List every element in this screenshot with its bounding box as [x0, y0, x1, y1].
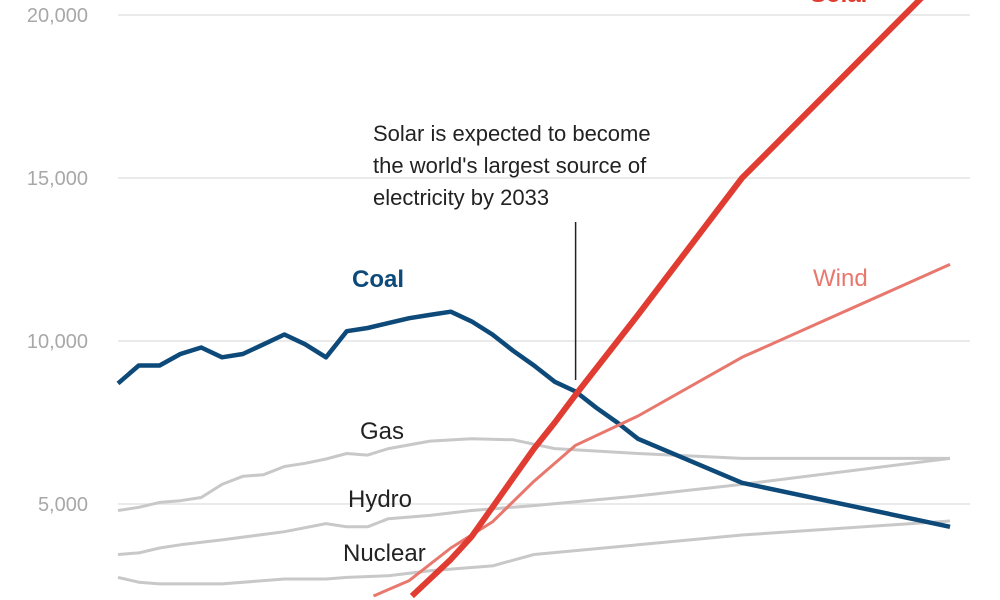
- series-labels: Solar Wind Coal Gas Hydro Nuclear: [343, 0, 870, 567]
- series-lines: [116, 0, 951, 599]
- y-tick-label: 5,000: [38, 494, 88, 516]
- series-line-solar: [409, 0, 924, 599]
- annotation-line-1: Solar is expected to become: [373, 121, 651, 146]
- y-tick-label: 10,000: [27, 331, 88, 353]
- series-line-nuclear: [117, 519, 951, 586]
- series-label-solar: Solar: [810, 0, 870, 8]
- series-line-wind: [372, 263, 951, 598]
- annotation-line-2: the world's largest source of: [373, 153, 647, 178]
- series-line-gas: [117, 437, 950, 512]
- y-tick-label: 15,000: [27, 168, 88, 190]
- y-tick-label: 20,000: [27, 5, 88, 27]
- series-label-nuclear: Nuclear: [343, 540, 426, 567]
- series-label-hydro: Hydro: [348, 486, 412, 513]
- series-line-hydro: [117, 456, 951, 556]
- series-line-coal: [116, 309, 951, 530]
- series-label-wind: Wind: [813, 265, 868, 292]
- y-axis-ticks: 5,000 10,000 15,000 20,000: [27, 5, 88, 516]
- series-label-gas: Gas: [360, 418, 404, 445]
- series-label-coal: Coal: [352, 266, 404, 293]
- annotation: Solar is expected to become the world's …: [373, 121, 651, 380]
- gridlines: [118, 14, 970, 505]
- annotation-line-3: electricity by 2033: [373, 185, 549, 210]
